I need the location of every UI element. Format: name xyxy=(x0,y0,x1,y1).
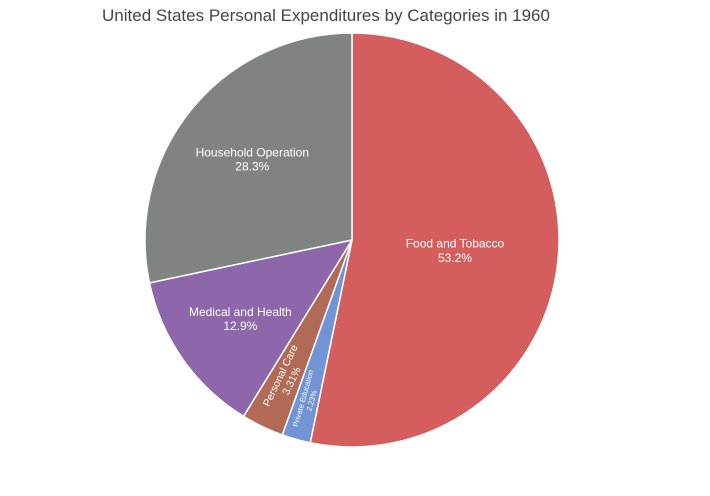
slice-label-food-and-tobacco: Food and Tobacco 53.2% xyxy=(406,237,505,265)
slice-percent-label: 53.2% xyxy=(438,251,472,265)
slice-category-label: Household Operation xyxy=(196,145,309,159)
pie-slice-medical-and-health[interactable] xyxy=(148,239,353,418)
pie-slice-food-and-tobacco[interactable] xyxy=(309,32,560,448)
slice-label-medical-and-health: Medical and Health 12.9% xyxy=(189,305,292,333)
slice-percent-label: 12.9% xyxy=(223,319,257,333)
chart-title: United States Personal Expenditures by C… xyxy=(102,6,550,25)
slice-percent-label: 28.3% xyxy=(235,159,269,173)
pie-slice-household-operation[interactable] xyxy=(144,32,353,284)
slice-category-label: Medical and Health xyxy=(189,305,292,319)
slice-category-label: Food and Tobacco xyxy=(406,237,505,251)
slice-label-household-operation: Household Operation 28.3% xyxy=(196,145,309,173)
pie-slices xyxy=(144,32,560,448)
